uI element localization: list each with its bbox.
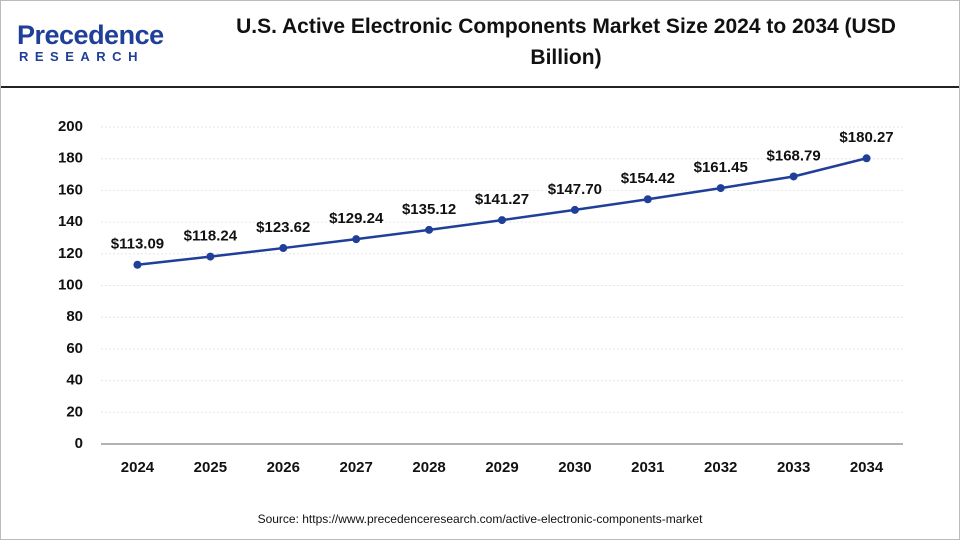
y-tick-label: 20: [66, 403, 83, 420]
point: [862, 154, 871, 163]
y-tick-label: 60: [66, 340, 83, 357]
point: [206, 252, 215, 261]
x-tick-label: 2034: [850, 459, 884, 476]
logo-name: Precedence: [17, 20, 164, 50]
logo: Precedence RESEARCH: [17, 21, 164, 64]
value-label: $147.70: [548, 181, 602, 198]
value-label: $113.09: [111, 236, 164, 253]
value-label: $135.12: [402, 201, 456, 218]
point: [279, 244, 288, 253]
value-label: $118.24: [184, 228, 238, 245]
point: [643, 195, 652, 204]
y-tick-label: 200: [58, 118, 83, 135]
x-tick-label: 2031: [631, 459, 664, 476]
value-label: $123.62: [256, 219, 310, 236]
x-tick-label: 2032: [704, 459, 737, 476]
point: [789, 172, 798, 181]
logo-sub: RESEARCH: [19, 49, 144, 64]
y-tick-label: 40: [66, 372, 83, 389]
point: [133, 260, 142, 269]
x-tick-label: 2028: [412, 459, 445, 476]
point: [716, 184, 725, 193]
source: Source: https://www.precedenceresearch.c…: [258, 512, 704, 526]
y-tick-label: 140: [58, 213, 83, 230]
value-label: $129.24: [329, 210, 384, 227]
y-tick-label: 180: [58, 150, 83, 167]
x-tick-label: 2030: [558, 459, 591, 476]
x-tick-label: 2024: [121, 459, 155, 476]
value-label: $141.27: [475, 191, 529, 208]
header-rule: [1, 86, 959, 88]
point: [352, 235, 361, 244]
value-label: $161.45: [694, 159, 748, 176]
x-tick-label: 2026: [267, 459, 300, 476]
x-tick-label: 2027: [339, 459, 372, 476]
value-label: $180.27: [839, 129, 893, 146]
value-label: $168.79: [767, 147, 821, 164]
y-tick-label: 80: [66, 308, 83, 325]
point: [498, 216, 506, 225]
chart-title: U.S. Active Electronic Components Market…: [236, 15, 896, 69]
x-tick-label: 2029: [485, 459, 518, 476]
y-tick-label: 160: [58, 181, 83, 198]
x-tick-label: 2033: [777, 459, 810, 476]
line: [137, 157, 867, 266]
point: [570, 205, 579, 214]
y-tick-label: 100: [58, 276, 83, 293]
value-label: $154.42: [621, 170, 675, 187]
x-tick-label: 2025: [194, 459, 227, 476]
y-tick-label: 0: [75, 435, 83, 452]
point: [425, 225, 434, 234]
y-tick-label: 120: [58, 245, 83, 262]
